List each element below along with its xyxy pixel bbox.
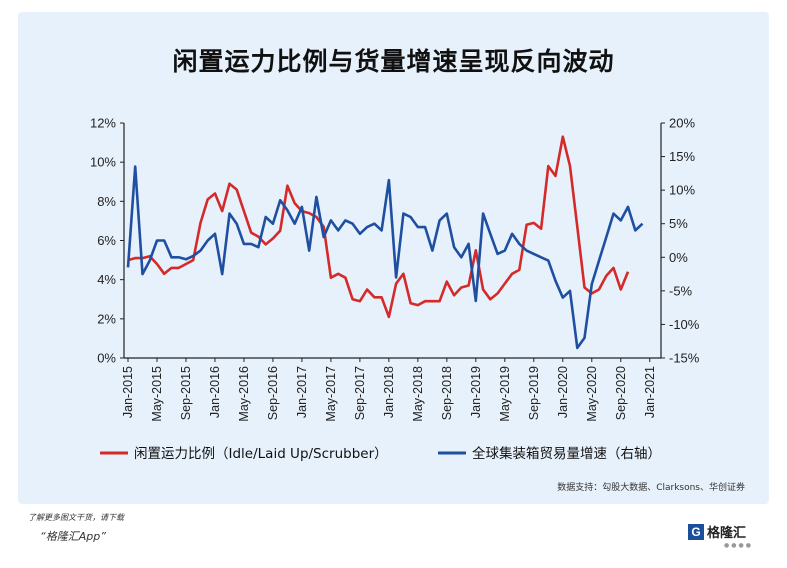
x-tick-label: Jan-2016 — [208, 366, 222, 418]
x-tick-label: Sep-2020 — [614, 366, 628, 420]
x-tick-label: May-2016 — [237, 366, 251, 422]
left-tick-label: 0% — [97, 351, 116, 366]
x-tick-label: Jan-2018 — [382, 366, 396, 418]
x-axis-ticks: Jan-2015 May-2015 Sep-2015 Jan-2016 May-2016… — [121, 358, 657, 422]
x-tick-label: Jan-2020 — [556, 366, 570, 418]
x-tick-label: May-2020 — [585, 366, 599, 422]
legend-label-2: 全球集装箱贸易量增速（右轴） — [472, 445, 661, 462]
x-tick-label: Jan-2017 — [295, 366, 309, 418]
x-tick-label: Sep-2016 — [266, 366, 280, 420]
x-tick-label: Jan-2015 — [121, 366, 135, 418]
left-tick-label: 4% — [97, 272, 116, 287]
x-tick-label: Sep-2019 — [527, 366, 541, 420]
x-tick-label: Sep-2018 — [440, 366, 454, 420]
source-note: 数据支持：勾股大数据、Clarksons、华创证券 — [557, 481, 745, 493]
footer-download-note: 了解更多图文干货，请下载 — [28, 513, 124, 522]
gelonghui-logo-icon: G — [688, 523, 704, 540]
left-tick-label: 2% — [97, 311, 116, 326]
left-tick-label: 12% — [90, 116, 116, 131]
chart-title: 闲置运力比例与货量增速呈现反向波动 — [172, 47, 615, 76]
series-line-1 — [127, 135, 630, 319]
legend: 闲置运力比例（Idle/Laid Up/Scrubber） 全球集装箱贸易量增速（… — [100, 445, 661, 462]
legend-label-1: 闲置运力比例（Idle/Laid Up/Scrubber） — [134, 446, 388, 462]
series-lines — [126, 135, 644, 350]
x-tick-label: May-2019 — [498, 366, 512, 422]
x-tick-label: Sep-2017 — [353, 366, 367, 420]
right-tick-label: -15% — [669, 351, 700, 366]
right-tick-label: 5% — [669, 216, 688, 231]
right-tick-label: 0% — [669, 250, 688, 265]
left-tick-label: 8% — [97, 194, 116, 209]
x-tick-label: Jan-2021 — [643, 366, 657, 418]
dual-axis-line-chart: 0% 2% 4% 6% 8% 10% 12% -15% -10% -5% 0% 5% 10% 15% 20… — [90, 116, 745, 494]
right-tick-label: -5% — [669, 283, 693, 298]
right-tick-label: -10% — [669, 317, 700, 332]
left-tick-label: 6% — [97, 233, 116, 248]
x-tick-label: May-2017 — [324, 366, 338, 422]
left-axis-ticks: 0% 2% 4% 6% 8% 10% 12% — [90, 116, 124, 366]
left-tick-label: 10% — [90, 155, 116, 170]
right-tick-label: 20% — [669, 116, 695, 131]
right-tick-label: 15% — [669, 149, 695, 164]
logo-text: 格隆汇 — [707, 526, 747, 541]
gelonghui-logo: G 格隆汇 — [688, 522, 746, 541]
x-tick-label: May-2015 — [150, 366, 164, 422]
right-axis-ticks: -15% -10% -5% 0% 5% 10% 15% 20% — [661, 116, 700, 366]
x-tick-label: Sep-2015 — [179, 366, 193, 420]
series-line-2 — [126, 165, 644, 350]
more-dots-icon[interactable]: ●●●● — [724, 542, 753, 549]
x-tick-label: Jan-2019 — [469, 366, 483, 418]
right-tick-label: 10% — [669, 183, 695, 198]
footer-app-name: “格隆汇App” — [40, 530, 106, 543]
x-tick-label: May-2018 — [411, 366, 425, 422]
